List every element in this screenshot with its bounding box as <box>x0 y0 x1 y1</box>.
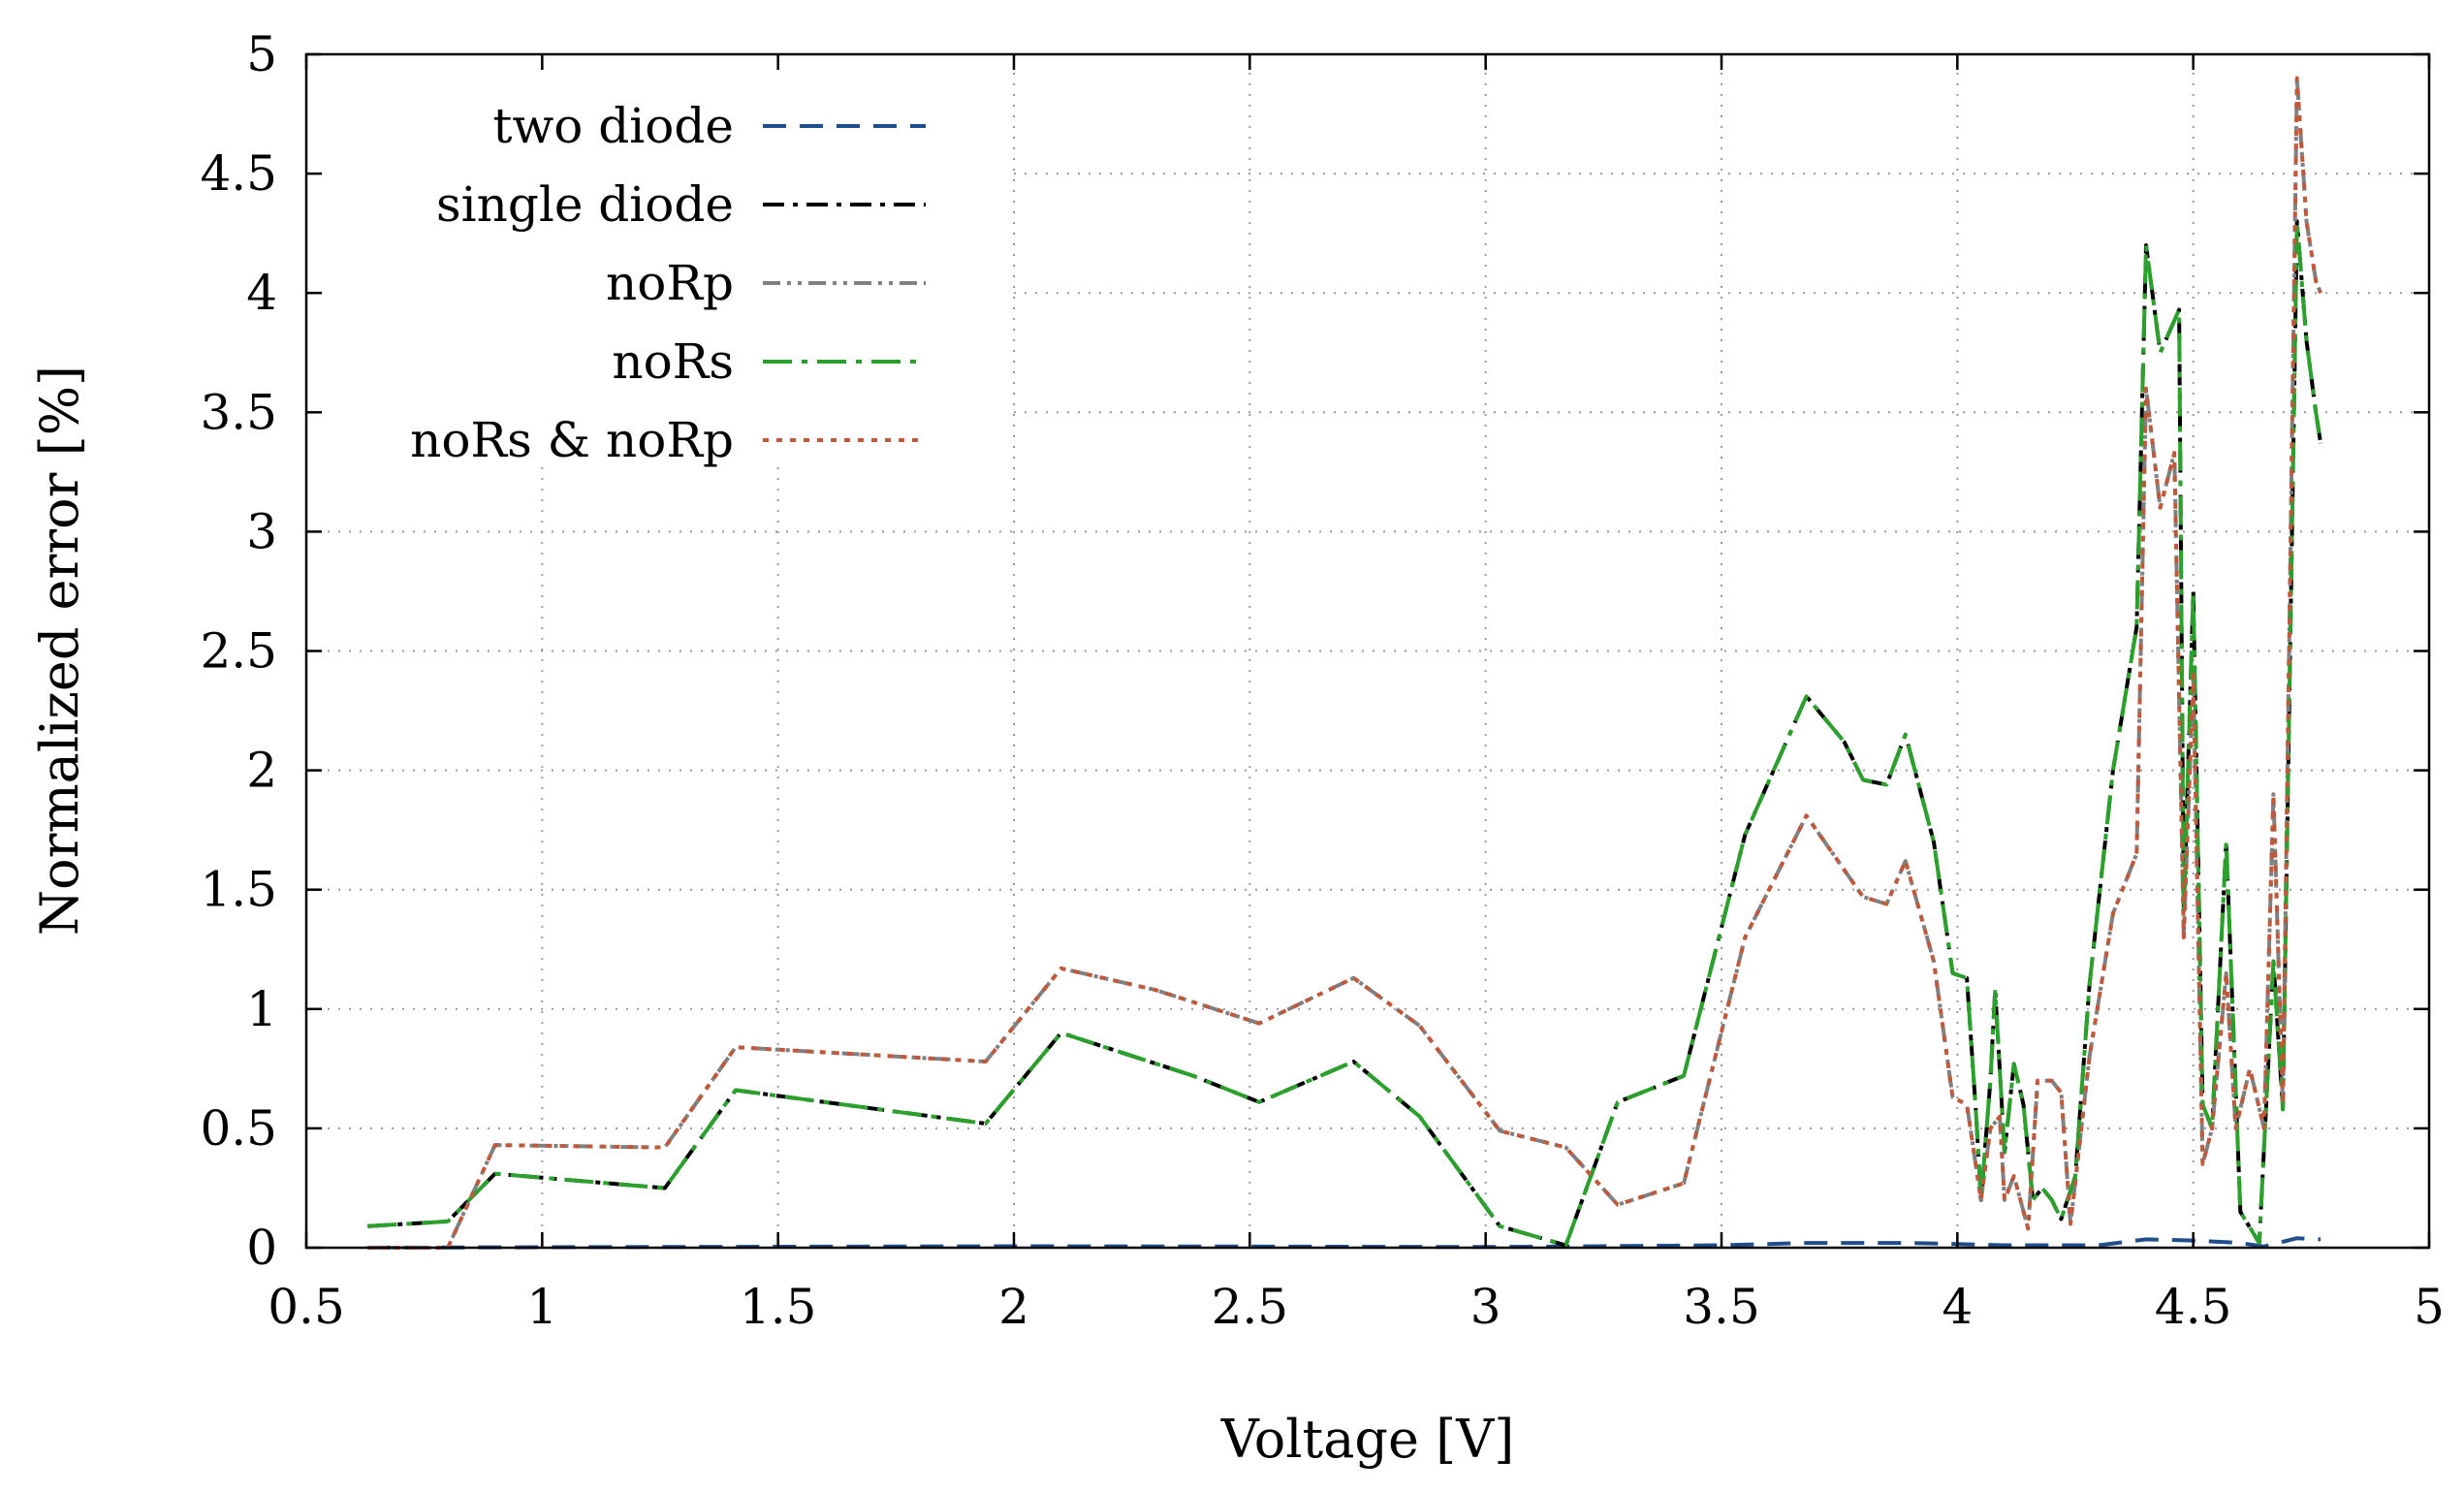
x-tick-label: 1 <box>526 1279 557 1335</box>
y-tick-label: 3 <box>246 503 277 559</box>
y-tick-label: 0 <box>246 1220 277 1276</box>
y-tick-label: 1 <box>246 981 277 1037</box>
x-axis-title: Voltage [V] <box>1220 1409 1515 1470</box>
x-tick-label: 3 <box>1470 1279 1501 1335</box>
y-tick-label: 4 <box>246 265 277 321</box>
plot-frame <box>304 52 2431 1250</box>
x-tick-label: 3.5 <box>1683 1279 1760 1335</box>
series-line-nors-and-norp <box>367 76 2322 1250</box>
y-tick-label: 0.5 <box>200 1100 277 1157</box>
legend-label-norp: noRp <box>606 255 734 311</box>
y-tick-label: 5 <box>246 26 277 82</box>
axis-ticks: 0.5 1 1.5 2 2.5 3 3.5 4 4.5 500.511.522.533.544.5… <box>200 26 2444 1335</box>
legend-label-nors: noRs <box>612 333 734 390</box>
y-tick-label: 2 <box>246 743 277 799</box>
grid <box>306 54 2429 1248</box>
legend: two diode single diode noRp noRs noRs & noRp <box>410 98 926 468</box>
x-tick-label: 2 <box>998 1279 1029 1335</box>
plot-area <box>367 76 2323 1250</box>
legend-label-single-diode: single diode <box>436 176 734 233</box>
y-tick-label: 3.5 <box>200 384 277 440</box>
x-tick-label: 2.5 <box>1212 1279 1289 1335</box>
x-tick-label: 4.5 <box>2155 1279 2232 1335</box>
series-line-two-diode <box>367 1236 2322 1250</box>
x-tick-label: 0.5 <box>268 1279 345 1335</box>
y-tick-label: 1.5 <box>200 862 277 918</box>
y-tick-label: 2.5 <box>200 623 277 680</box>
legend-label-nors-and-norp: noRs & noRp <box>410 412 734 468</box>
series-line-norp <box>367 76 2322 1250</box>
x-tick-label: 5 <box>2414 1279 2445 1335</box>
legend-label-two-diode: two diode <box>492 98 734 154</box>
x-tick-label: 1.5 <box>740 1279 817 1335</box>
y-tick-label: 4.5 <box>200 145 277 202</box>
x-tick-label: 4 <box>1942 1279 1973 1335</box>
y-axis-title: Normalized error [%] <box>29 365 90 936</box>
